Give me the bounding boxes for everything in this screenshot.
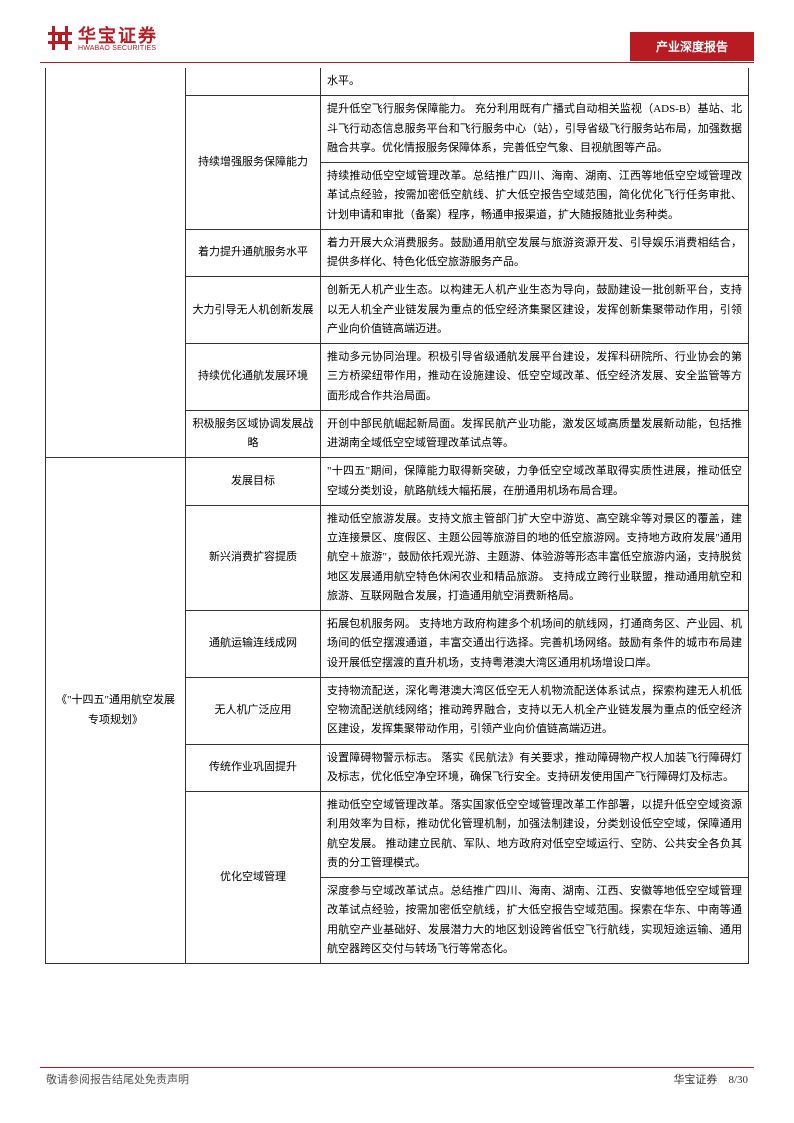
table-cell: 创新无人机产业生态。以构建无人机产业生态为导向，鼓励建设一批创新平台，支持以无人… (321, 277, 749, 344)
table-cell: 提升低空飞行服务保障能力。 充分利用既有广播式自动相关监视（ADS-B）基站、北… (321, 96, 749, 163)
table-subhead: 大力引导无人机创新发展 (186, 277, 321, 344)
table-cell: "十四五"期间，保障能力取得新突破，力争低空空域改革取得实质性进展，推动低空空域… (321, 458, 749, 506)
table-cell: 开创中部民航崛起新局面。发挥民航产业功能，激发区域高质量发展新动能，包括推进湖南… (321, 410, 749, 458)
table-subhead: 新兴消费扩容提质 (186, 505, 321, 610)
logo: 华宝证券 HWABAO SECURITIES (46, 24, 158, 55)
table-row-group (46, 68, 186, 458)
table-subhead: 传统作业巩固提升 (186, 744, 321, 792)
table-cell: 推动低空空域管理改革。落实国家低空空域管理改革工作部署，以提升低空空域资源利用效… (321, 792, 749, 878)
footer-company: 华宝证券 (673, 1074, 717, 1086)
footer-disclaimer: 敬请参阅报告结尾处免责声明 (46, 1071, 189, 1087)
table-cell: 支持物流配送，深化粤港澳大湾区低空无人机物流配送体系试点，探索构建无人机低空物流… (321, 677, 749, 744)
table-cell: 持续推动低空空域管理改革。总结推广四川、海南、湖南、江西等地低空空域管理改革试点… (321, 163, 749, 230)
logo-text-cn: 华宝证券 (78, 27, 158, 45)
table-subhead: 积极服务区域协调发展战略 (186, 410, 321, 458)
table-cell: 着力开展大众消费服务。鼓励通用航空发展与旅游资源开发、引导娱乐消费相结合，提供多… (321, 229, 749, 277)
policy-table: 水平。持续增强服务保障能力提升低空飞行服务保障能力。 充分利用既有广播式自动相关… (45, 68, 749, 964)
table-cell: 水平。 (321, 68, 749, 96)
table-cell: 深度参与空域改革试点。总结推广四川、海南、湖南、江西、安徽等地低空空域管理改革试… (321, 878, 749, 964)
table-subhead: 着力提升通航服务水平 (186, 229, 321, 277)
table-subhead: 持续优化通航发展环境 (186, 344, 321, 411)
table-subhead: 持续增强服务保障能力 (186, 96, 321, 230)
table-cell: 设置障碍物警示标志。 落实《民航法》有关要求，推动障碍物产权人加装飞行障碍灯及标… (321, 744, 749, 792)
footer-page: 华宝证券 8/30 (673, 1071, 748, 1087)
table-cell: 推动低空旅游发展。支持文旅主管部门扩大空中游览、高空跳伞等对景区的覆盖，建立连接… (321, 505, 749, 610)
table-subhead: 优化空域管理 (186, 792, 321, 964)
report-type-badge: 产业深度报告 (630, 32, 754, 61)
table-subhead: 无人机广泛应用 (186, 677, 321, 744)
table-subhead (186, 68, 321, 96)
logo-icon (46, 24, 74, 55)
table-subhead: 通航运输连线成网 (186, 611, 321, 678)
table-row-group: 《"十四五"通用航空发展专项规划》 (46, 458, 186, 964)
footer-pagenum: 8/30 (728, 1074, 748, 1086)
logo-text-en: HWABAO SECURITIES (78, 45, 158, 52)
table-cell: 拓展包机服务网。 支持地方政府构建多个机场间的航线网，打通商务区、产业园、机场间… (321, 611, 749, 678)
table-cell: 推动多元协同治理。积极引导省级通航发展平台建设，发挥科研院所、行业协会的第三方桥… (321, 344, 749, 411)
table-subhead: 发展目标 (186, 458, 321, 506)
